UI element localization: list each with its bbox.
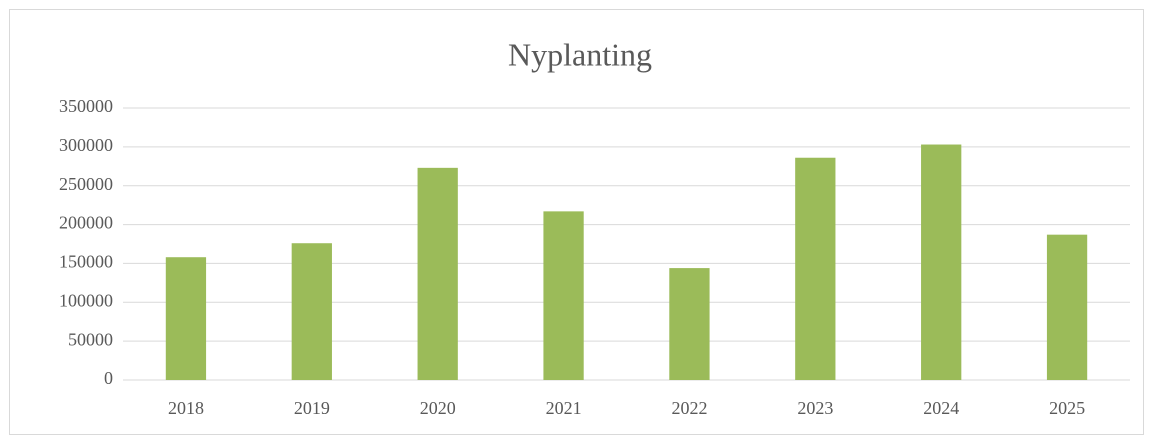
bar (165, 257, 207, 380)
x-tick-label: 2020 (420, 398, 456, 418)
bar (669, 268, 710, 380)
bar (921, 144, 962, 380)
x-tick-label: 2025 (1049, 398, 1085, 418)
bar (795, 157, 836, 380)
x-tick-label: 2022 (671, 398, 707, 418)
x-tick-label: 2024 (923, 398, 959, 418)
bar (1046, 234, 1088, 380)
y-tick-label: 100000 (59, 290, 113, 310)
y-tick-label: 250000 (59, 174, 113, 194)
x-tick-label: 2019 (294, 398, 330, 418)
x-tick-label: 2018 (168, 398, 204, 418)
bar (543, 211, 584, 380)
x-tick-label: 2023 (797, 398, 833, 418)
bar (417, 167, 458, 380)
y-tick-label: 0 (104, 368, 113, 388)
y-tick-label: 300000 (59, 135, 113, 155)
bar (291, 243, 332, 380)
x-tick-label: 2021 (546, 398, 582, 418)
y-tick-label: 200000 (59, 213, 113, 233)
chart-title: Nyplanting (508, 36, 652, 72)
y-tick-label: 350000 (59, 96, 113, 116)
y-tick-label: 50000 (68, 329, 113, 349)
y-tick-label: 150000 (59, 252, 113, 272)
